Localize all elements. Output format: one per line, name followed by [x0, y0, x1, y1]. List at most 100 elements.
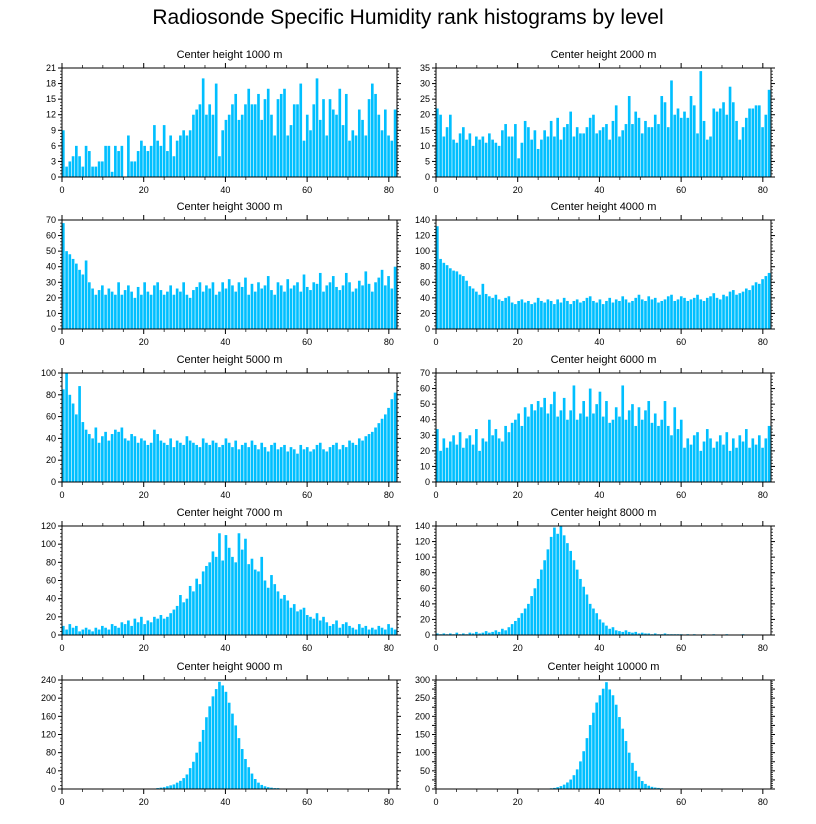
histogram-bar: [585, 738, 589, 789]
histogram-bar: [71, 258, 75, 329]
histogram-bar: [637, 407, 641, 482]
histogram-bar: [569, 779, 572, 789]
histogram-bar: [260, 119, 264, 177]
panel-2: Center height 2000 m 0 5 10 15 20 25 30 35 0 20 40 6…: [420, 49, 775, 195]
histogram-bar: [592, 712, 595, 789]
histogram-bar: [263, 447, 267, 482]
histogram-bar: [325, 622, 329, 635]
histogram-bar: [71, 156, 75, 177]
histogram-bar: [579, 133, 582, 177]
histogram-bar: [689, 444, 693, 482]
histogram-bar: [631, 404, 634, 482]
histogram-bar: [231, 556, 234, 635]
histogram-bar: [683, 447, 686, 482]
histogram-bar: [741, 291, 745, 329]
panel-title: Center height 1000 m: [177, 49, 283, 61]
histogram-bar: [143, 440, 146, 482]
histogram-bar: [305, 615, 309, 635]
histogram-bar: [250, 104, 254, 177]
histogram-bar: [62, 130, 65, 177]
histogram-bar: [592, 114, 595, 177]
histogram-bar: [764, 276, 768, 329]
y-tick-label: 15: [46, 94, 56, 104]
histogram-bar: [195, 109, 198, 177]
histogram-bar: [370, 431, 374, 482]
histogram-bar: [377, 277, 381, 329]
histogram-bar: [101, 436, 104, 482]
histogram-bar: [331, 276, 335, 329]
x-tick-label: 60: [302, 185, 312, 195]
histogram-bar: [601, 304, 605, 329]
x-tick-label: 0: [59, 337, 64, 347]
histogram-bar: [751, 108, 755, 177]
histogram-bar: [757, 435, 761, 482]
histogram-bar: [611, 419, 615, 482]
y-tick-label: 40: [46, 766, 56, 776]
histogram-bar: [175, 288, 179, 329]
histogram-bar: [302, 274, 306, 329]
histogram-bar: [289, 125, 293, 177]
y-tick-label: 30: [420, 79, 430, 89]
histogram-bar: [650, 786, 654, 789]
histogram-bar: [260, 784, 264, 789]
histogram-bar: [133, 436, 137, 482]
y-tick-label: 0: [425, 324, 430, 334]
histogram-bar: [322, 449, 325, 482]
histogram-bar: [507, 627, 511, 635]
histogram-bar: [475, 136, 478, 177]
histogram-bar: [595, 702, 599, 789]
y-tick-label: 3: [51, 156, 56, 166]
histogram-bar: [240, 549, 244, 635]
histogram-bar: [621, 296, 625, 329]
histogram-bar: [647, 785, 651, 789]
histogram-bar: [757, 105, 761, 177]
histogram-bar: [65, 166, 68, 177]
histogram-bar: [318, 442, 322, 482]
histogram-bar: [133, 297, 137, 329]
histogram-bar: [276, 591, 280, 635]
histogram-bar: [559, 410, 563, 482]
histogram-bar: [455, 142, 459, 177]
histogram-bar: [377, 114, 381, 177]
histogram-bar: [91, 438, 94, 482]
histogram-bar: [224, 535, 228, 635]
x-tick-label: 80: [384, 490, 394, 500]
histogram-bar: [192, 290, 195, 329]
histogram-bar: [624, 124, 628, 177]
histogram-bar: [110, 291, 114, 329]
histogram-bar: [670, 294, 673, 329]
x-tick-label: 40: [220, 797, 230, 807]
histogram-bar: [127, 620, 130, 635]
histogram-bar: [618, 631, 621, 635]
histogram-bar: [292, 604, 296, 635]
y-tick-label: 80: [420, 262, 430, 272]
histogram-bar: [253, 444, 257, 482]
panel-4: Center height 4000 m 0 20 40 60 80 100 120 140 0 2…: [415, 201, 775, 347]
histogram-bar: [491, 631, 494, 635]
histogram-bar: [273, 584, 277, 635]
histogram-bar: [179, 780, 182, 789]
histogram-bar: [445, 265, 449, 329]
y-tick-label: 5: [425, 156, 430, 166]
histogram-bar: [120, 294, 124, 329]
histogram-bar: [361, 627, 364, 635]
histogram-bar: [162, 442, 166, 482]
histogram-bar: [208, 562, 212, 635]
histogram-bar: [614, 407, 618, 482]
histogram-bar: [595, 302, 599, 329]
histogram-bar: [140, 140, 143, 177]
histogram-bar: [582, 401, 586, 482]
histogram-bar: [436, 633, 439, 635]
histogram-bar: [562, 127, 566, 177]
histogram-bar: [488, 419, 491, 482]
histogram-bar: [514, 304, 517, 329]
histogram-bar: [702, 441, 706, 482]
histogram-bar: [62, 389, 65, 482]
histogram-bar: [514, 620, 517, 635]
histogram-bar: [208, 444, 212, 482]
histogram-bar: [657, 124, 660, 177]
histogram-bar: [159, 145, 163, 177]
histogram-bar: [309, 616, 312, 635]
histogram-bar: [361, 285, 364, 329]
x-tick-label: 20: [513, 490, 523, 500]
